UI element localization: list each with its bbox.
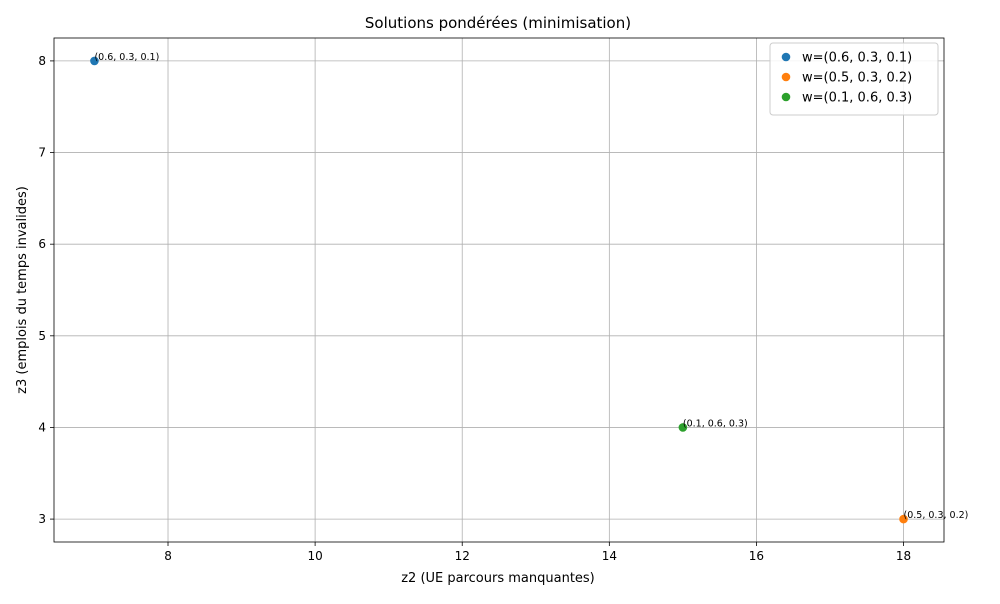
legend-marker [781,92,791,102]
y-tick-label: 6 [38,237,46,251]
y-axis-label: z3 (emplois du temps invalides) [15,186,30,394]
x-tick-label: 18 [896,549,911,563]
plot-frame [53,37,945,543]
legend-entry: w=(0.6, 0.3, 0.1) [802,51,912,66]
y-tick-label: 5 [38,329,46,343]
y-tick-label: 7 [38,146,46,160]
data-point [90,56,99,66]
x-tick-label: 12 [455,549,470,563]
point-label: (0.6, 0.3, 0.1) [94,52,159,63]
point-labels: (0.6, 0.3, 0.1) (0.5, 0.3, 0.2) (0.1, 0.6,… [94,52,968,521]
grid-lines [54,38,944,542]
axes: 8 10 12 14 16 18 3 4 5 6 7 8 [38,37,945,563]
data-point [899,514,908,524]
y-tick-label: 4 [38,420,46,434]
data-points [90,56,908,524]
legend: w=(0.6, 0.3, 0.1) w=(0.5, 0.3, 0.2) w=(0.1… [769,42,939,116]
chart-title: Solutions pondérées (minimisation) [365,14,631,32]
legend-marker [781,52,791,62]
x-tick-label: 10 [307,549,322,563]
x-tick-label: 8 [164,549,172,563]
legend-entry: w=(0.1, 0.6, 0.3) [802,91,912,106]
data-point [678,423,688,432]
x-tick-label: 14 [602,549,617,563]
x-axis-label: z2 (UE parcours manquantes) [401,571,595,586]
point-label: (0.1, 0.6, 0.3) [683,418,748,429]
point-label: (0.5, 0.3, 0.2) [904,510,969,521]
legend-marker [781,72,791,82]
x-tick-label: 16 [749,549,764,563]
y-tick-label: 8 [38,54,46,68]
legend-entry: w=(0.5, 0.3, 0.2) [802,71,912,86]
y-tick-label: 3 [38,512,46,526]
legend-box [769,42,939,116]
